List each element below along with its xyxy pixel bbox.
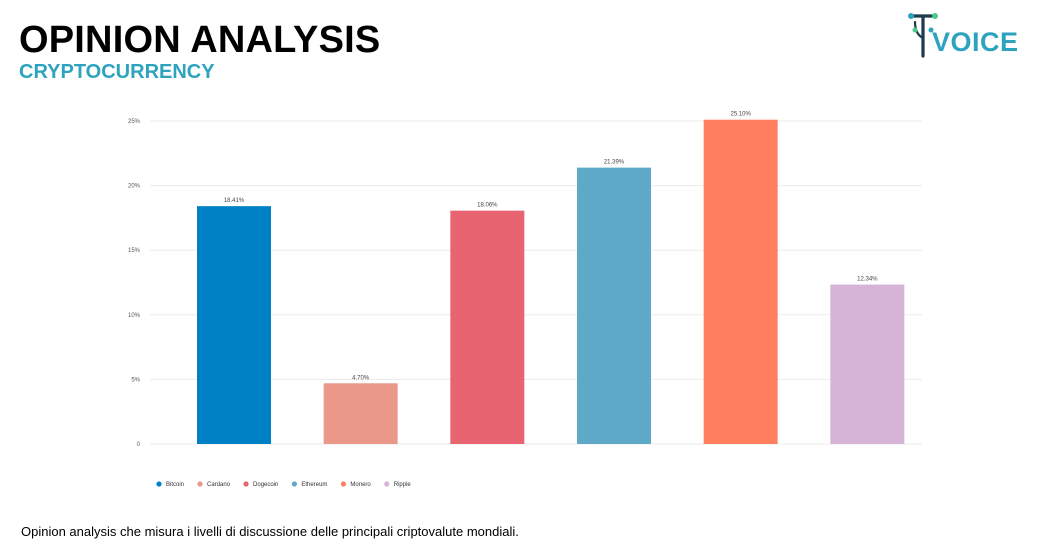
grid-lines: [150, 120, 922, 445]
y-tick-label: 25%: [128, 119, 141, 125]
data-label: 4.70%: [352, 375, 370, 381]
legend-label: Cardano: [207, 482, 231, 488]
legend-swatch: [291, 481, 297, 487]
data-label: 25.10%: [730, 112, 751, 118]
y-tick-label: 0: [137, 442, 141, 448]
bar-cardano: [323, 383, 398, 444]
bars: [197, 119, 905, 444]
legend-label: Ripple: [394, 482, 412, 488]
legend-swatch: [197, 481, 203, 487]
t-voice-logo-icon: [908, 13, 938, 58]
data-label: 12.34%: [857, 277, 878, 283]
bar-monero: [703, 119, 778, 444]
legend-swatch: [384, 481, 390, 487]
y-tick-label: 10%: [128, 313, 141, 319]
legend-swatch: [340, 481, 347, 487]
data-label: 18.06%: [477, 203, 498, 209]
chart-caption: Opinion analysis che misura i livelli di…: [21, 524, 519, 539]
page-subtitle: CRYPTOCURRENCY: [19, 61, 215, 83]
y-tick-label: 20%: [128, 184, 141, 190]
bar-ethereum: [577, 167, 651, 444]
legend-swatch: [156, 481, 162, 487]
y-axis-ticks: 0 5% 10% 15% 20% 25%: [128, 119, 141, 448]
bar-ripple: [830, 284, 905, 444]
logo-text: VOICE: [932, 27, 1019, 57]
bar-dogecoin: [450, 210, 525, 444]
data-label: 18.41%: [224, 198, 245, 204]
data-labels: 18.41% 4.70% 18.06% 21.39% 25.10% 12.34%: [224, 112, 878, 382]
y-tick-label: 15%: [128, 248, 141, 254]
legend-swatch: [243, 481, 249, 487]
bar-chart: 0 5% 10% 15% 20% 25% 18.41% 4.70% 18.06% 21.39% 2…: [128, 112, 922, 488]
legend-label: Ethereum: [301, 482, 327, 488]
page-title: OPINION ANALYSIS: [19, 19, 381, 61]
legend-label: Dogecoin: [253, 482, 278, 488]
bar-bitcoin: [197, 206, 271, 444]
legend-label: Bitcoin: [166, 482, 184, 488]
data-label: 21.39%: [604, 160, 625, 166]
legend-label: Monero: [350, 482, 371, 488]
legend: Bitcoin Cardano Dogecoin Ethereum Monero Ripp…: [156, 481, 411, 488]
y-tick-label: 5%: [131, 377, 140, 383]
